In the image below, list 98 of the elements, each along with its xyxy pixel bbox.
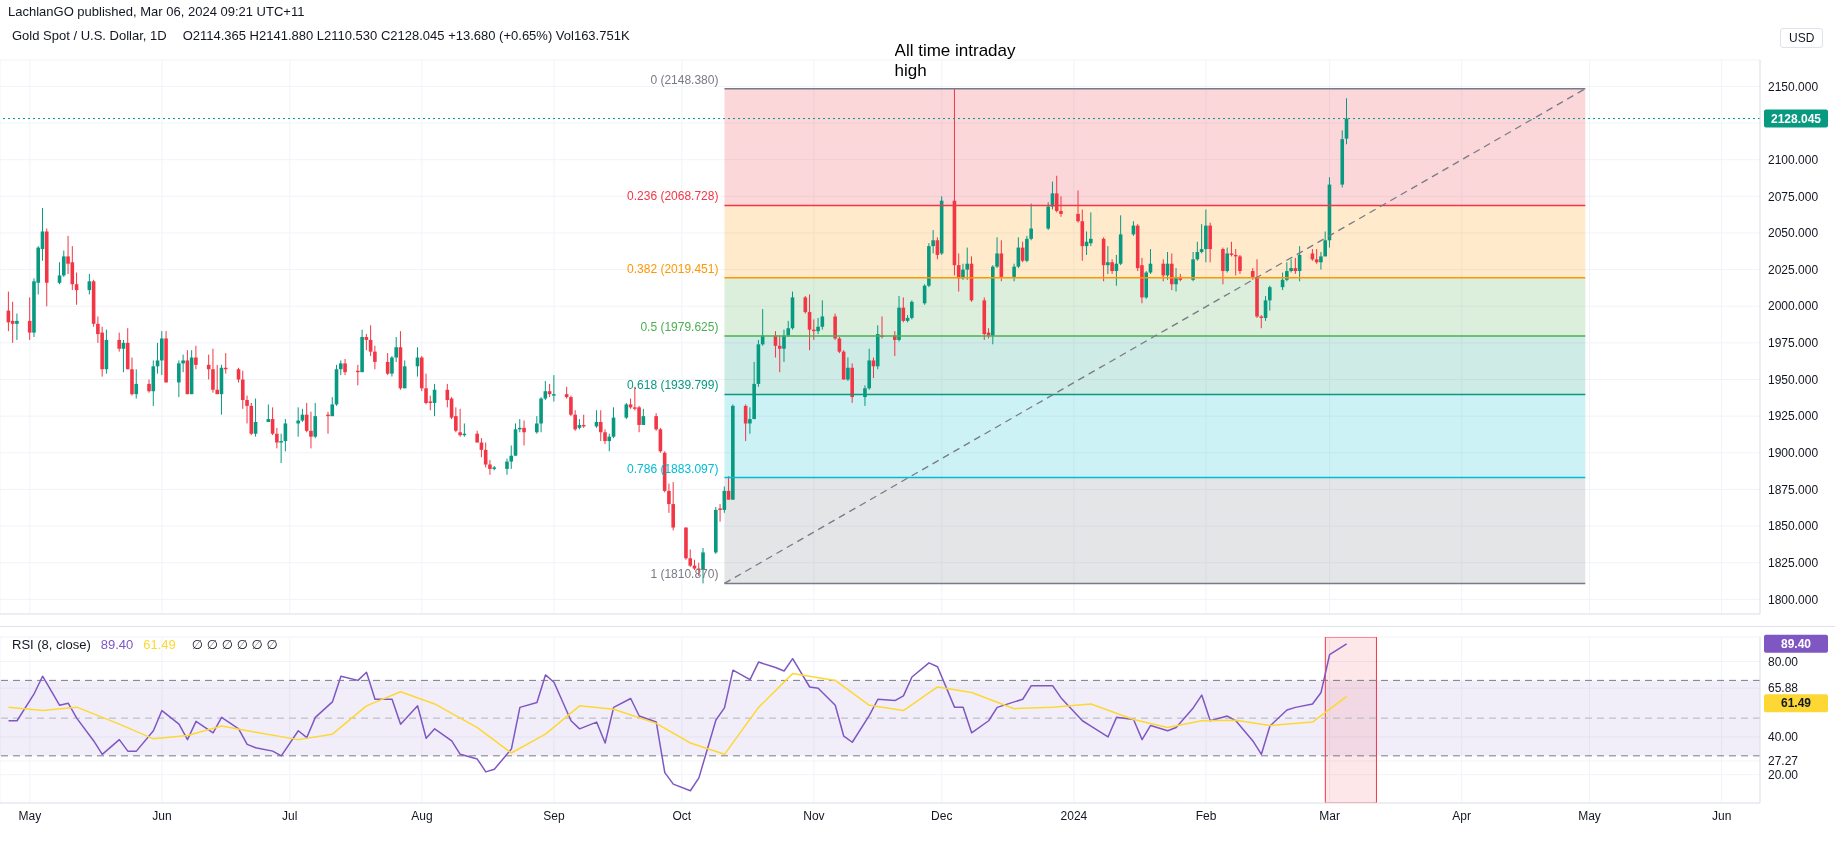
y-tick-label: 20.00 <box>1768 767 1799 782</box>
candlestick <box>777 335 782 373</box>
candlestick <box>402 359 407 389</box>
ref-line-label: 0.618 (1939.799) <box>627 378 719 393</box>
y-tick-label: 1900.000 <box>1768 446 1819 461</box>
candlestick <box>1161 258 1166 282</box>
y-tick-label: 80.00 <box>1768 654 1799 669</box>
candlestick <box>15 313 19 341</box>
y-tick-label: 1825.000 <box>1768 555 1819 570</box>
ref-line-label: 0.236 (2068.728) <box>627 189 719 204</box>
x-tick-label: Jun <box>152 808 172 823</box>
y-tick-label: 65.88 <box>1768 681 1799 696</box>
y-tick-label: 1875.000 <box>1768 482 1819 497</box>
candlestick <box>61 250 66 278</box>
candlestick <box>160 330 164 376</box>
y-axis-title: USD <box>1780 28 1824 48</box>
candlestick <box>177 359 181 398</box>
candlestick <box>275 427 279 449</box>
x-tick-label: Sep <box>543 808 565 823</box>
x-tick-label: Jun <box>1711 808 1732 823</box>
x-tick-label: 2024 <box>1060 808 1088 823</box>
candlestick <box>1169 252 1174 291</box>
candlestick <box>1204 208 1208 263</box>
y-tick-label: 2075.000 <box>1768 189 1819 204</box>
candlestick <box>816 317 820 335</box>
y-tick-label: 2050.000 <box>1768 226 1819 241</box>
x-tick-label: Jul <box>282 808 298 823</box>
candlestick <box>671 481 675 531</box>
y-tick-label: 1975.000 <box>1768 336 1819 351</box>
y-tick-label: 1925.000 <box>1768 409 1819 424</box>
candlestick <box>309 411 313 449</box>
chart-title: RSI (8, close) <box>12 637 91 652</box>
chart-title: Gold Spot / U.S. Dollar, 1D <box>12 28 167 43</box>
candlestick <box>211 348 215 394</box>
text: 89.40 <box>1780 636 1812 651</box>
ref-line-label: 0.5 (1979.625) <box>640 320 719 335</box>
y-tick-label: 2150.000 <box>1768 79 1819 94</box>
y-tick-label: 1850.000 <box>1768 519 1819 534</box>
y-tick-label: 27.27 <box>1768 754 1799 769</box>
annotation: 61.49 <box>143 637 176 652</box>
chart-subtitle: O2114.365 H2141.880 L2110.530 C2128.045 +13.680 (+0.65%) Vol163.751K <box>182 28 630 43</box>
text: LachlanGO published, Mar 06, 2024 09:21 UTC+11 <box>8 4 305 19</box>
x-tick-label: May <box>18 808 42 823</box>
candlestick <box>373 345 377 370</box>
y-tick-label: 2025.000 <box>1768 262 1819 277</box>
candlestick <box>505 458 509 476</box>
candlestick <box>782 329 786 363</box>
candlestick <box>1285 261 1289 282</box>
y-tick-label: 40.00 <box>1768 730 1799 745</box>
candlestick <box>194 345 198 370</box>
annotation: All time intraday high <box>894 40 1017 81</box>
candlestick <box>488 459 492 476</box>
candlestick <box>637 405 641 433</box>
candlestick <box>117 332 121 353</box>
y-tick-label: 1800.000 <box>1768 592 1819 607</box>
candlestick <box>279 433 283 464</box>
ref-line-label: 0.382 (2019.451) <box>627 261 719 276</box>
candlestick <box>718 503 722 523</box>
candlestick <box>1238 254 1242 275</box>
candlestick <box>313 402 318 439</box>
candlestick <box>522 420 526 446</box>
candlestick <box>910 299 914 320</box>
candlestick <box>134 368 139 400</box>
candlestick <box>1089 211 1093 247</box>
candlestick <box>846 357 850 382</box>
candlestick <box>1208 222 1212 263</box>
x-tick-label: May <box>1578 808 1601 823</box>
x-tick-label: Apr <box>1452 808 1472 823</box>
ref-line-label: 0 (2148.380) <box>650 72 719 87</box>
candlestick <box>1221 247 1225 285</box>
x-tick-label: Nov <box>803 808 825 823</box>
candlestick <box>1225 247 1229 274</box>
line-series <box>7 672 1348 756</box>
chart-subtitle: ∅ ∅ ∅ ∅ ∅ ∅ <box>191 637 278 652</box>
x-tick-label: Aug <box>411 808 433 823</box>
candlestick <box>956 252 961 293</box>
candlestick <box>1106 245 1110 275</box>
candlestick <box>552 374 556 402</box>
candlestick <box>1191 251 1195 282</box>
candlestick <box>458 408 462 438</box>
candlestick <box>57 261 62 285</box>
x-tick-label: Feb <box>1195 808 1217 823</box>
candlestick <box>147 379 151 394</box>
y-tick-label: 2000.000 <box>1768 299 1819 314</box>
x-tick-label: Mar <box>1319 808 1340 823</box>
y-tick-label: 1950.000 <box>1768 372 1819 387</box>
candlestick <box>965 247 970 281</box>
ref-line-label: 2128.045 <box>1770 111 1822 126</box>
y-tick-label: 2100.000 <box>1768 152 1819 167</box>
text: 61.49 <box>1780 696 1812 711</box>
candlestick <box>1268 285 1272 312</box>
candlestick <box>543 380 548 401</box>
candlestick <box>1174 267 1178 293</box>
x-tick-label: Dec <box>931 808 953 823</box>
candlestick <box>1046 201 1050 231</box>
candlestick <box>833 313 837 341</box>
annotation: 89.40 <box>100 637 134 652</box>
x-tick-label: Oct <box>672 808 692 823</box>
